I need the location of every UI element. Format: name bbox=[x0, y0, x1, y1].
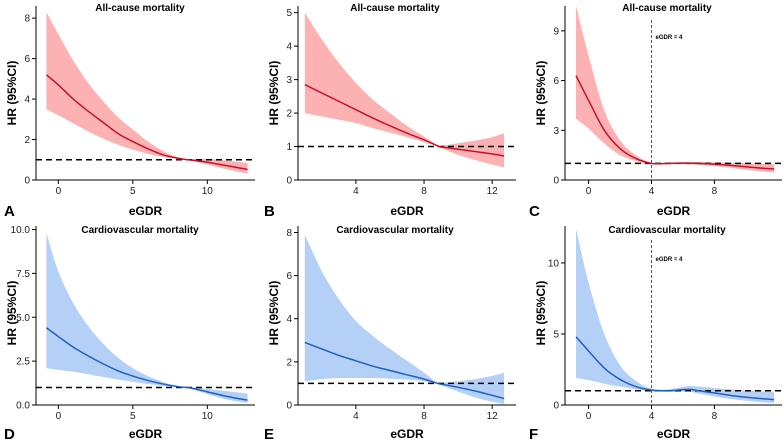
y-tick-label: 6 bbox=[286, 271, 292, 282]
y-axis-label: HR (95%CI) bbox=[5, 281, 19, 346]
y-tick-label: 0 bbox=[24, 176, 30, 187]
x-tick-label: 0 bbox=[586, 186, 592, 197]
y-tick-label: 1 bbox=[286, 142, 292, 153]
x-tick-label: 8 bbox=[712, 186, 718, 197]
y-tick-label: 4 bbox=[286, 42, 292, 53]
y-tick-label: 5 bbox=[553, 329, 559, 340]
x-tick-label: 0 bbox=[586, 411, 592, 422]
x-axis-label: eGDR bbox=[129, 427, 163, 441]
confidence-band bbox=[576, 6, 775, 173]
x-axis-label: eGDR bbox=[129, 204, 163, 218]
x-tick-label: 5 bbox=[130, 411, 136, 422]
confidence-band bbox=[46, 12, 248, 174]
y-tick-label: 2 bbox=[286, 109, 292, 120]
hr-curve bbox=[45, 327, 248, 401]
y-tick-label: 2 bbox=[286, 357, 292, 368]
hr-curve bbox=[575, 75, 775, 170]
x-tick-label: 12 bbox=[487, 186, 499, 197]
panel-letter: A bbox=[4, 203, 15, 220]
panel-e: 4 8 12 0 2 4 6 8 Cardiovascular mortality eGDR HR … bbox=[264, 225, 516, 441]
y-tick-label: 0 bbox=[553, 401, 559, 412]
x-tick-label: 4 bbox=[649, 411, 655, 422]
hr-curve bbox=[45, 74, 248, 171]
panel-title: All-cause mortality bbox=[350, 3, 440, 14]
y-tick-label: 3 bbox=[553, 126, 559, 137]
x-tick-label: 0 bbox=[56, 411, 62, 422]
y-tick-label: 4 bbox=[24, 95, 30, 106]
y-tick-label: 4 bbox=[286, 314, 292, 325]
x-axis-label: eGDR bbox=[390, 204, 424, 218]
y-axis-label: HR (95%CI) bbox=[534, 61, 548, 126]
x-tick-label: 4 bbox=[353, 411, 359, 422]
y-axis-label: HR (95%CI) bbox=[267, 61, 281, 126]
hr-curve bbox=[304, 341, 505, 400]
x-tick-label: 0 bbox=[56, 186, 62, 197]
confidence-band bbox=[304, 12, 505, 168]
hr-curve bbox=[575, 336, 775, 401]
x-tick-label: 10 bbox=[202, 186, 214, 197]
panel-letter: D bbox=[4, 426, 15, 441]
x-tick-label: 4 bbox=[353, 186, 359, 197]
y-tick-label: 0 bbox=[286, 401, 292, 412]
x-tick-label: 10 bbox=[202, 411, 214, 422]
panel-letter: E bbox=[264, 426, 274, 441]
y-tick-label: 8 bbox=[24, 14, 30, 25]
x-axis-label: eGDR bbox=[657, 204, 691, 218]
y-tick-label: 10.0 bbox=[11, 225, 31, 236]
x-tick-label: 8 bbox=[421, 186, 427, 197]
y-axis-label: HR (95%CI) bbox=[267, 281, 281, 346]
x-tick-label: 5 bbox=[130, 186, 136, 197]
x-tick-label: 8 bbox=[421, 411, 427, 422]
y-tick-label: 5.0 bbox=[16, 313, 30, 324]
x-axis-label: eGDR bbox=[657, 427, 691, 441]
y-tick-label: 2.5 bbox=[16, 357, 30, 368]
panel-letter: B bbox=[264, 203, 275, 220]
x-tick-label: 8 bbox=[712, 411, 718, 422]
panel-title: Cardiovascular mortality bbox=[81, 225, 199, 236]
y-tick-label: 6 bbox=[553, 76, 559, 87]
y-axis-label: HR (95%CI) bbox=[534, 281, 548, 346]
panel-f: eGDR = 4 0 4 8 0 5 10 Cardiovascular mortality e… bbox=[529, 225, 782, 441]
y-tick-label: 0.0 bbox=[16, 401, 30, 412]
y-axis-label: HR (95%CI) bbox=[5, 61, 19, 126]
y-tick-label: 5 bbox=[286, 8, 292, 19]
panel-title: Cardiovascular mortality bbox=[336, 225, 454, 236]
panel-title: Cardiovascular mortality bbox=[608, 225, 726, 236]
cutoff-label: eGDR = 4 bbox=[655, 257, 683, 263]
cutoff-label: eGDR = 4 bbox=[655, 35, 683, 41]
confidence-band bbox=[46, 233, 248, 403]
y-tick-label: 3 bbox=[286, 75, 292, 86]
y-tick-label: 6 bbox=[24, 54, 30, 65]
panel-title: All-cause mortality bbox=[622, 3, 712, 14]
y-tick-label: 0 bbox=[286, 176, 292, 187]
y-tick-label: 8 bbox=[286, 228, 292, 239]
y-tick-label: 0 bbox=[553, 176, 559, 187]
y-tick-label: 9 bbox=[553, 26, 559, 37]
confidence-band bbox=[304, 234, 505, 404]
panel-title: All-cause mortality bbox=[95, 3, 185, 14]
y-tick-label: 7.5 bbox=[16, 269, 30, 280]
panel-d: 0 5 10 0.0 2.5 5.0 7.5 10.0 Cardiovascular morta… bbox=[4, 225, 255, 441]
x-tick-label: 12 bbox=[487, 411, 499, 422]
panel-a: 0 5 10 0 2 4 6 8 All-cause mortality eGDR HR (95%C… bbox=[4, 3, 255, 220]
panel-letter: C bbox=[529, 203, 540, 220]
x-axis-label: eGDR bbox=[390, 427, 424, 441]
panel-c: eGDR = 4 0 4 8 0 3 6 9 All-cause mortality eGDR HR… bbox=[529, 3, 782, 220]
panel-letter: F bbox=[529, 426, 538, 441]
hr-curve bbox=[304, 83, 505, 157]
x-tick-label: 4 bbox=[649, 186, 655, 197]
y-tick-label: 10 bbox=[548, 258, 560, 269]
y-tick-label: 2 bbox=[24, 135, 30, 146]
confidence-band bbox=[576, 228, 775, 403]
